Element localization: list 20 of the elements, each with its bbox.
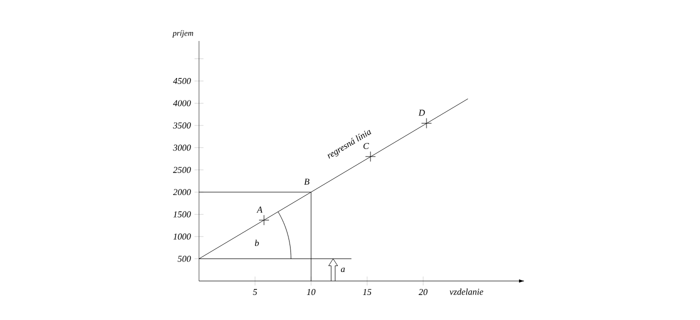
x-tick-label: 10 [306, 289, 316, 296]
annotation: a [340, 268, 345, 272]
x-tick-label: 5 [252, 289, 258, 295]
y-tick-label: 4500 [173, 78, 191, 84]
x-tick-label: 15 [362, 289, 372, 296]
y-tick-label: 3500 [173, 122, 191, 128]
data-label: A [256, 206, 263, 213]
y-tick-label: 1500 [173, 211, 191, 218]
y-tick-label: 500 [178, 256, 191, 262]
x-tick-label: 20 [418, 289, 428, 296]
data-label: D [418, 110, 425, 116]
y-tick-label: 1000 [173, 234, 191, 240]
y-tick-label: 3000 [173, 144, 191, 151]
y-tick-label: 4000 [173, 100, 191, 106]
y-tick-label: 2000 [173, 189, 191, 196]
annotation: b [254, 240, 259, 246]
data-label: C [363, 143, 370, 150]
x-axis-title: vzdelanie [450, 288, 484, 295]
data-label: B [304, 178, 310, 185]
y-tick-label: 2500 [173, 166, 191, 173]
